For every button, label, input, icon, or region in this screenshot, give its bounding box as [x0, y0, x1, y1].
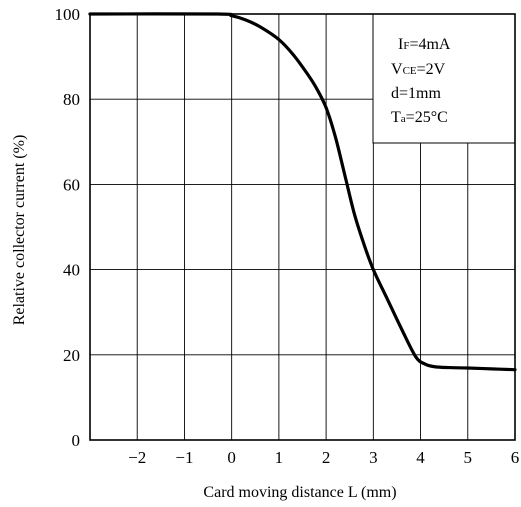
x-tick-label: −1: [175, 448, 193, 467]
y-tick-label: 60: [63, 175, 80, 194]
x-tick-label: −2: [128, 448, 146, 467]
y-axis-title: Relative collector current (%): [11, 135, 28, 326]
x-tick-label: 6: [511, 448, 520, 467]
condition-if: IF=4mA: [398, 36, 451, 53]
y-tick-label: 40: [63, 261, 80, 280]
condition-vce: VCE=2V: [391, 61, 446, 78]
condition-ta: Ta=25°C: [391, 109, 448, 126]
x-tick-label: 0: [227, 448, 236, 467]
y-tick-label: 100: [55, 5, 81, 24]
x-axis-title: Card moving distance L (mm): [203, 484, 396, 501]
x-tick-label: 3: [369, 448, 378, 467]
legend-box: [372, 13, 516, 144]
x-tick-label: 1: [275, 448, 284, 467]
plot-frame: [89, 13, 516, 441]
x-tick-label: 4: [416, 448, 425, 467]
x-tick-label: 5: [464, 448, 473, 467]
y-axis-ticks: 0 20 40 60 80 100: [55, 5, 81, 450]
y-tick-label: 80: [63, 90, 80, 109]
x-axis-ticks: −2 −1 0 1 2 3 4 5 6: [128, 448, 519, 467]
y-tick-label: 20: [63, 346, 80, 365]
condition-d: d=1mm: [391, 85, 441, 102]
y-tick-label: 0: [72, 431, 81, 450]
series-line: [88, 12, 517, 372]
x-tick-label: 2: [322, 448, 331, 467]
